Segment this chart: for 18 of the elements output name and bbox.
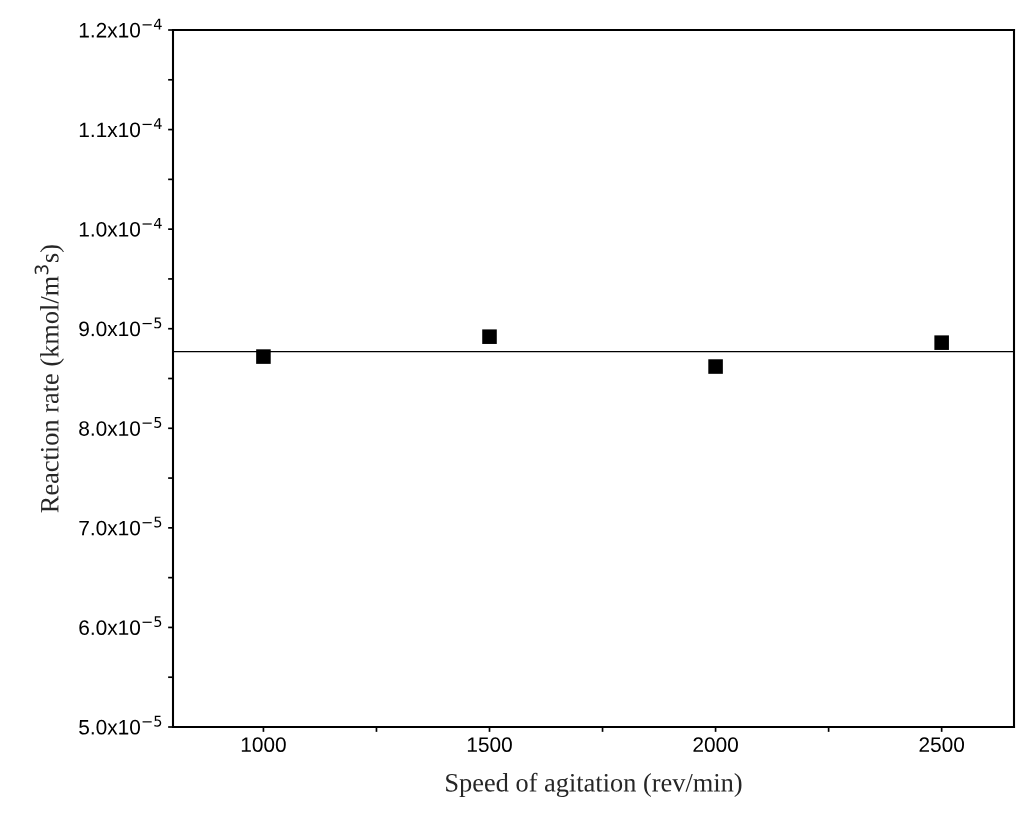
x-tick-label: 1000 [241, 737, 286, 753]
y-tick-label: 9.0x10$^{−5}$ [79, 317, 162, 337]
y-tick-label: 8.0x10$^{−5}$ [79, 417, 162, 436]
y-tick-label: 1.0x10$^{−4}$ [79, 217, 162, 237]
point [708, 359, 723, 374]
y-tick-label: 1.2x10$^{−4}$ [79, 18, 162, 38]
x-tick-label: 2500 [919, 737, 965, 753]
y-tick-label: 7.0x10$^{−5}$ [79, 516, 162, 536]
y-tick-label: 6.0x10$^{−5}$ [79, 616, 162, 636]
point [934, 335, 949, 350]
x-tick-label: 2000 [693, 737, 738, 753]
x-tick-label: 1500 [467, 737, 512, 753]
y-tick-label: 5.0x10$^{−5}$ [79, 715, 162, 735]
y-axis-title: Reaction rate (kmol/m$^{3}$s) [34, 245, 64, 513]
point [256, 349, 271, 364]
x-axis-title: Speed of agitation (rev/min) [446, 772, 742, 798]
y-tick-label: 1.1x10$^{−4}$ [79, 118, 162, 138]
point [482, 329, 497, 344]
